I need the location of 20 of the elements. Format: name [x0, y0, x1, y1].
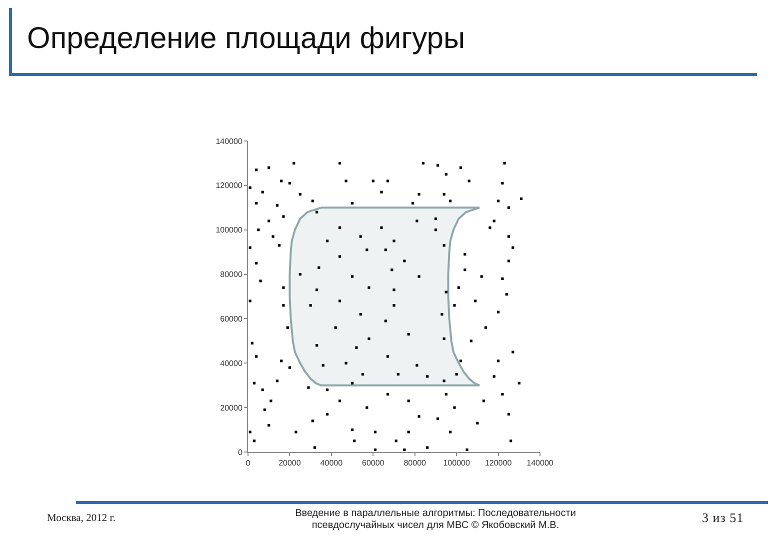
- x-tick-label: 40000: [320, 458, 344, 468]
- y-tick-label: 100000: [216, 226, 243, 235]
- y-tick-label: 40000: [220, 358, 243, 368]
- y-tick-label: 0: [238, 448, 243, 457]
- chart-title: Определение площади фигуры: [27, 22, 466, 56]
- x-tick-label: 0: [246, 458, 251, 468]
- text: Москва, 2012 г.: [47, 513, 116, 524]
- x-tick-label: 20000: [278, 458, 302, 468]
- y-tick-label: 120000: [216, 181, 243, 190]
- y-tick-label: 20000: [220, 403, 243, 412]
- y-tick-label: 80000: [220, 270, 243, 280]
- x-tick-label: 100000: [443, 458, 470, 468]
- y-tick-label: 60000: [220, 314, 243, 324]
- text: Введение в параллельные алгоритмы: Последовательности псевдослучайных чисел для МВС © Якобовский М.В.: [294, 508, 577, 532]
- text: 3 из 51: [702, 510, 744, 526]
- x-tick-label: 80000: [404, 458, 427, 468]
- y-tick-label: 140000: [216, 136, 243, 146]
- x-tick-label: 120000: [484, 458, 512, 468]
- x-tick-label: 140000: [526, 458, 554, 468]
- x-tick-label: 60000: [362, 458, 385, 468]
